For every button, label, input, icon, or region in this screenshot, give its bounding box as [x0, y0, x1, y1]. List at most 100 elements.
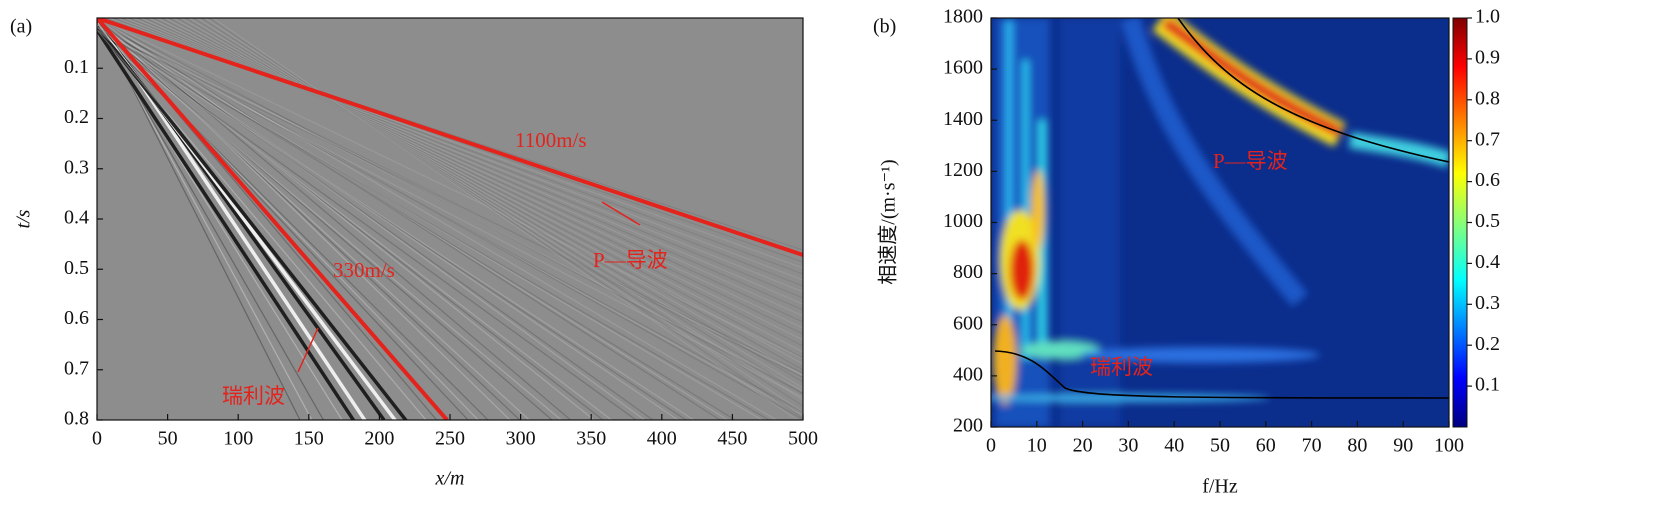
x-tick-label: 30: [1118, 435, 1138, 457]
colorbar: [1452, 17, 1468, 428]
annotation: 330m/s: [333, 258, 395, 282]
y-tick-label: 1400: [943, 108, 983, 130]
texture-line: [97, 20, 521, 420]
colorbar-tick-label: 0.3: [1475, 292, 1500, 314]
texture-line: [97, 26, 688, 420]
texture-line: [97, 29, 695, 420]
texture-line: [97, 26, 803, 413]
y-tick-label: 1600: [943, 57, 983, 79]
texture-line: [97, 20, 595, 420]
texture-line: [152, 18, 803, 335]
texture-line: [97, 18, 803, 360]
y-axis-label: 相速度/(m·s⁻¹): [877, 159, 900, 284]
velocity-lines: [97, 18, 803, 420]
texture-line: [97, 23, 679, 420]
colorbar-tick-label: 0.5: [1475, 210, 1500, 232]
y-tick-label: 0.6: [64, 307, 89, 329]
texture-line: [97, 29, 356, 420]
dispersion-curve: [1177, 18, 1449, 163]
colorbar-tick-label: 0.7: [1475, 128, 1500, 150]
y-tick-label: 1800: [943, 6, 983, 28]
arrow: [297, 327, 319, 373]
y-tick-label: 800: [953, 261, 983, 283]
y-tick-label: 0.2: [64, 106, 89, 128]
annotation: 瑞利波: [222, 384, 285, 408]
texture-line: [97, 18, 721, 420]
texture-line: [97, 29, 803, 399]
texture-line: [148, 18, 803, 329]
texture-line: [97, 23, 803, 417]
texture-line: [196, 18, 803, 401]
x-tick-label: 10: [1027, 435, 1047, 457]
x-tick-label: 250: [435, 428, 465, 450]
texture-line: [97, 20, 729, 420]
velocity-line: [97, 18, 803, 257]
y-axis-label: t/s: [13, 209, 35, 228]
texture-line: [188, 18, 803, 389]
x-tick-label: 0: [986, 435, 996, 457]
annotation: 瑞利波: [1090, 355, 1153, 379]
colorbar-tick-label: 0.6: [1475, 169, 1500, 191]
texture-line: [97, 29, 563, 420]
texture-line: [97, 18, 803, 395]
x-tick-label: 70: [1302, 435, 1322, 457]
x-tick-label: 150: [294, 428, 324, 450]
x-tick-label: 300: [506, 428, 536, 450]
texture-line: [97, 29, 637, 420]
texture-line: [180, 18, 803, 377]
texture-line: [168, 18, 803, 359]
x-tick-label: 90: [1393, 435, 1413, 457]
x-tick-label: 450: [717, 428, 747, 450]
texture-line: [176, 18, 803, 371]
x-tick-label: 80: [1347, 435, 1367, 457]
colorbar-tick-label: 0.1: [1475, 374, 1500, 396]
texture-line: [208, 18, 803, 419]
texture-line: [97, 20, 654, 420]
texture-line: [97, 23, 737, 420]
y-tick-label: 600: [953, 312, 983, 334]
texture-line: [97, 26, 803, 376]
texture-line: [97, 29, 803, 374]
texture-line: [97, 23, 803, 379]
y-tick-label: 0.4: [64, 207, 89, 229]
x-tick-label: 350: [576, 428, 606, 450]
x-tick-label: 400: [647, 428, 677, 450]
colorbar-tick-label: 0.9: [1475, 46, 1500, 68]
dispersion-curve: [994, 350, 1449, 399]
x-axis-label: x/m: [435, 468, 465, 490]
texture-line: [97, 18, 646, 420]
texture-line: [97, 20, 803, 392]
y-tick-label: 0.1: [64, 56, 89, 78]
texture-line: [172, 18, 803, 365]
texture-line: [204, 18, 803, 413]
texture-line: [97, 18, 572, 420]
y-tick-label: 0.8: [64, 408, 89, 430]
x-tick-label: 0: [92, 428, 102, 450]
colorbar-tick-label: 0.8: [1475, 87, 1500, 109]
y-tick-label: 400: [953, 363, 983, 385]
heatmap-texture: [991, 18, 1449, 427]
texture-line: [156, 18, 803, 341]
velocity-line: [97, 18, 449, 420]
texture-line: [97, 29, 771, 420]
dispersion-curves: [994, 18, 1449, 399]
x-tick-label: 20: [1073, 435, 1093, 457]
y-tick-label: 1000: [943, 210, 983, 232]
panel-label: (a): [10, 16, 32, 38]
texture-line: [97, 26, 763, 420]
y-tick-label: 0.7: [64, 357, 89, 379]
x-tick-label: 60: [1256, 435, 1276, 457]
colorbar-tick-label: 0.4: [1475, 251, 1500, 273]
texture-line: [212, 18, 799, 420]
arrow: [601, 201, 641, 226]
texture-line: [97, 26, 613, 420]
annotation: P—导波: [1213, 149, 1288, 173]
texture-line: [97, 26, 553, 420]
texture-line: [97, 20, 803, 420]
y-tick-label: 1200: [943, 159, 983, 181]
x-tick-label: 100: [1434, 435, 1464, 457]
texture-line: [97, 18, 511, 420]
x-tick-label: 40: [1164, 435, 1184, 457]
texture-line: [184, 18, 803, 383]
texture-line: [200, 18, 803, 407]
